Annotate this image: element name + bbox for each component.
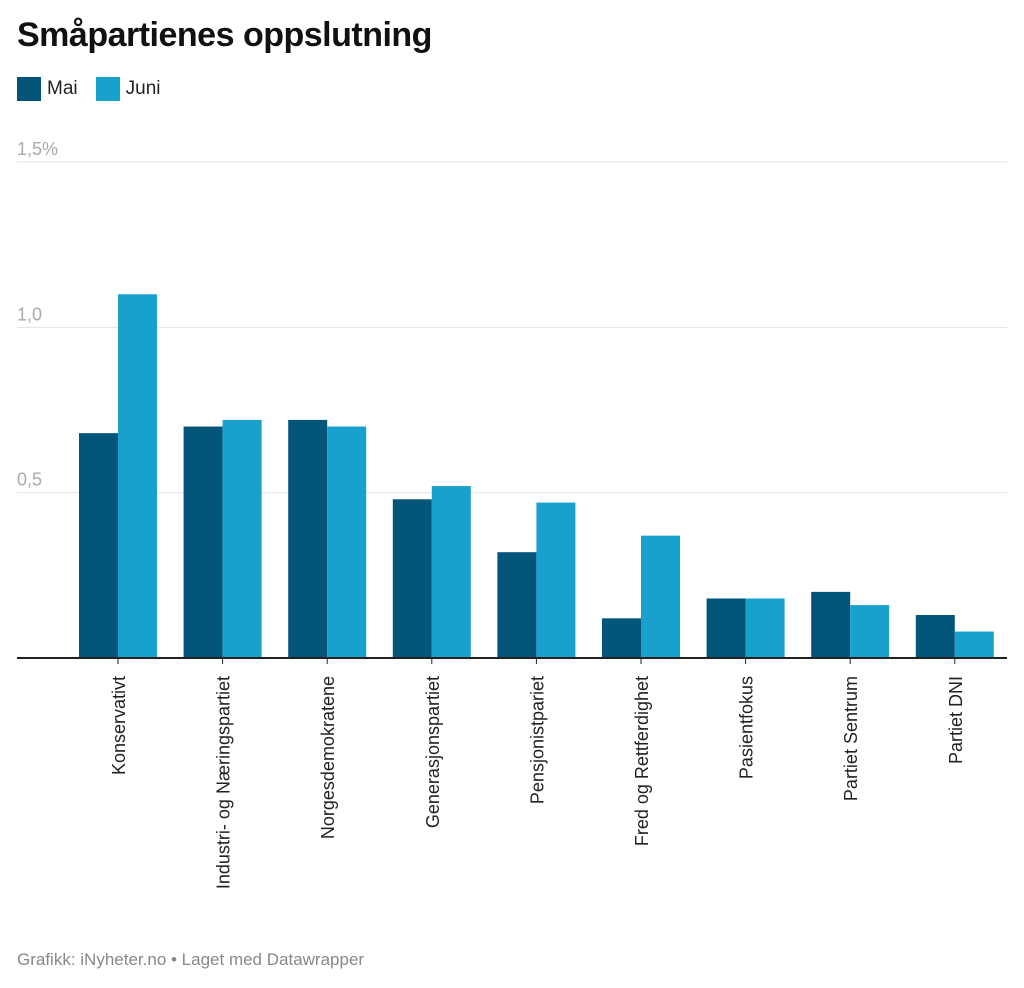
bar-juni [327, 426, 367, 658]
bar-juni [850, 605, 890, 658]
x-tick-label: Partiet Sentrum [841, 676, 861, 801]
bar-mai [602, 618, 641, 658]
bar-mai [288, 419, 328, 658]
bar-juni [745, 598, 785, 658]
bar-juni [118, 294, 157, 658]
bar-mai [706, 598, 746, 658]
bar-mai [497, 552, 537, 658]
bar-mai [811, 591, 851, 658]
bar-juni [641, 535, 680, 658]
legend-item-mai: Mai [17, 77, 78, 101]
bar-juni [222, 419, 262, 658]
bar-mai [183, 426, 223, 658]
y-tick-label: 0,5 [17, 470, 42, 490]
x-tick-label: Pensjonistpariet [527, 676, 547, 804]
bar-mai [79, 433, 118, 658]
footer-credit: Grafikk: iNyheter.no • Laget med Datawra… [17, 950, 365, 969]
x-tick-label: Pasientfokus [737, 676, 757, 779]
legend-item-juni: Juni [95, 77, 161, 101]
x-tick-label: Industri- og Næringspartiet [214, 676, 234, 889]
x-tick-label: Generasjonspartiet [423, 676, 443, 828]
legend-label-mai: Mai [47, 78, 78, 99]
bar-juni [536, 502, 576, 658]
bar-mai [915, 615, 955, 658]
x-tick-label: Fred og Rettferdighet [632, 676, 652, 846]
x-tick-label: Norgesdemokratene [318, 676, 338, 839]
x-tick-label: Partiet DNI [946, 676, 966, 764]
legend: Mai Juni [17, 77, 178, 101]
bar-chart: 0,5 1,0 1,5% Konservativt Industri- og Nærin… [17, 139, 1007, 889]
y-tick-label: 1,5% [17, 139, 58, 159]
legend-swatch-juni [95, 77, 120, 101]
bar-mai [392, 499, 432, 658]
chart-title: Småpartienes oppslutning [17, 16, 432, 54]
x-tick-label: Konservativt [109, 676, 129, 775]
bar-juni [954, 631, 994, 658]
bar-juni [431, 486, 471, 658]
legend-label-juni: Juni [125, 78, 161, 99]
y-tick-label: 1,0 [17, 304, 42, 324]
legend-swatch-mai [17, 77, 41, 101]
